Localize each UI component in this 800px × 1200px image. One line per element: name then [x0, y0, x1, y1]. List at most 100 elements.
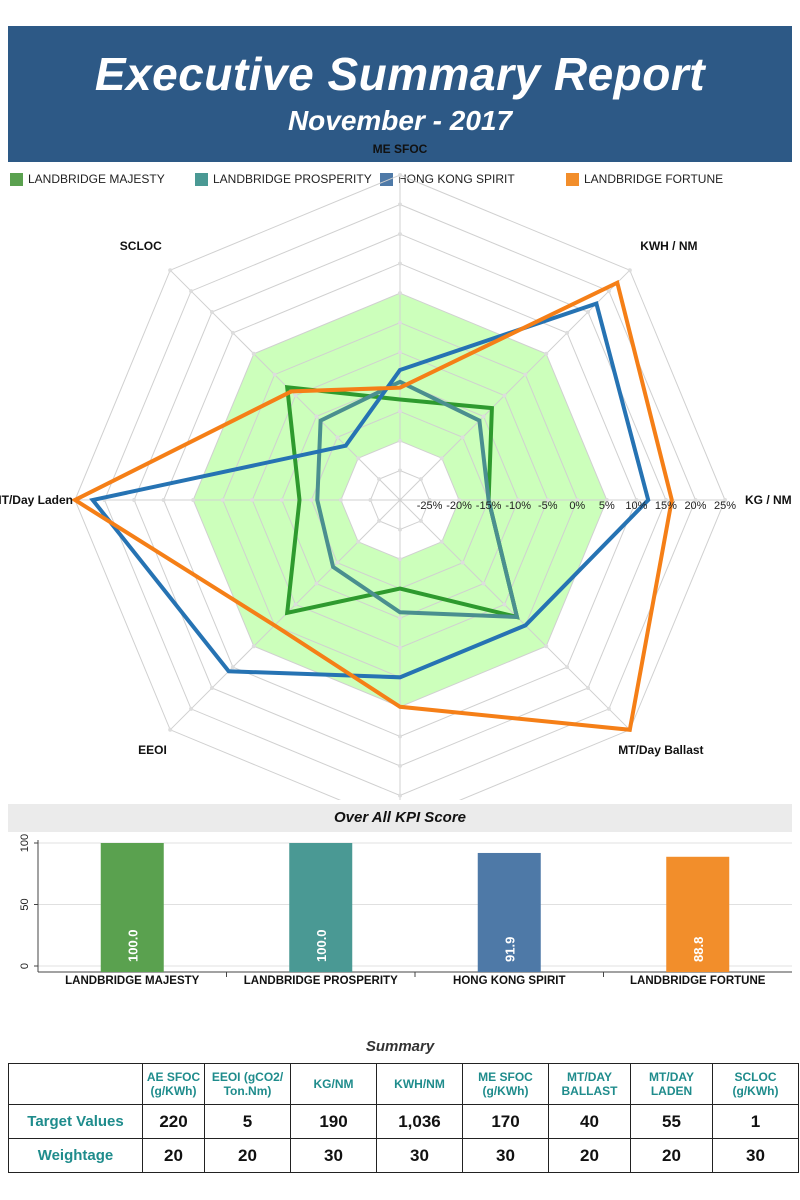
grid-dot	[457, 498, 462, 502]
summary-cell: 1,036	[376, 1104, 463, 1139]
grid-dot	[418, 477, 423, 482]
grid-dot	[502, 602, 507, 607]
grid-dot	[545, 498, 550, 502]
grid-dot	[460, 560, 465, 565]
grid-dot	[544, 351, 549, 356]
grid-dot	[230, 665, 235, 670]
tick-label: 10%	[625, 500, 647, 512]
grid-dot	[398, 202, 402, 207]
legend-swatch	[195, 172, 208, 186]
summary-row-weightage: Weightage 20 20 30 30 30 20 20 30	[8, 1138, 799, 1173]
legend-label: HONG KONG SPIRIT	[398, 172, 515, 186]
grid-dot	[693, 498, 698, 502]
category-label: LANDBRIDGE PROSPERITY	[244, 975, 398, 987]
tick-label: -20%	[446, 500, 472, 512]
tick-label: 25%	[714, 500, 736, 512]
grid-dot	[251, 351, 256, 356]
grid-dot	[723, 498, 727, 502]
grid-dot	[398, 734, 402, 739]
grid-dot	[516, 498, 521, 502]
tick-label: -25%	[417, 500, 443, 512]
y-tick-label: 100	[19, 834, 31, 852]
legend-item[interactable]: LANDBRIDGE FORTUNE	[566, 170, 723, 188]
y-tick-label: 50	[19, 898, 31, 910]
grid-dot	[161, 498, 166, 502]
kpi-chart-title: Over All KPI Score	[8, 804, 792, 832]
grid-dot	[335, 560, 340, 565]
grid-ring	[74, 174, 726, 800]
grid-dot	[398, 616, 402, 621]
grid-dot	[314, 414, 319, 419]
grid-dot	[586, 309, 591, 314]
grid-dot	[398, 468, 402, 473]
summary-cell: 30	[290, 1138, 377, 1173]
grid-dot	[309, 498, 314, 502]
summary-col-header: EEOI (gCO2/ Ton.Nm)	[204, 1063, 291, 1105]
grid-dot	[356, 456, 361, 461]
category-label: HONG KONG SPIRIT	[453, 975, 565, 987]
summary-row-label: Weightage	[8, 1138, 143, 1173]
grid-dot	[439, 539, 444, 544]
tick-label: 20%	[684, 500, 706, 512]
summary-table: AE SFOC (g/KWh) EEOI (gCO2/ Ton.Nm) KG/N…	[8, 1063, 799, 1173]
grid-dot	[604, 498, 609, 502]
grid-dot	[586, 686, 591, 691]
summary-cell: 20	[548, 1138, 631, 1173]
grid-dot	[314, 581, 319, 586]
summary-cell: 30	[376, 1138, 463, 1173]
grid-dot	[272, 372, 277, 377]
grid-dot	[398, 173, 402, 177]
grid-dot	[189, 289, 194, 294]
grid-dot	[398, 232, 402, 237]
grid-dot	[168, 727, 173, 732]
kpi-bar	[666, 856, 730, 972]
series-line	[70, 279, 674, 732]
summary-col-header: KWH/NM	[376, 1063, 463, 1105]
legend-label: LANDBRIDGE PROSPERITY	[213, 172, 372, 186]
grid-dot	[398, 645, 402, 650]
grid-dot	[377, 477, 382, 482]
grid-dot	[168, 268, 173, 273]
summary-col-header	[8, 1063, 143, 1105]
bar-value-label: 88.8	[691, 937, 706, 962]
bar-value-label: 100.0	[125, 929, 140, 962]
grid-dot	[189, 706, 194, 711]
axis-label: SCLOC	[120, 239, 162, 253]
grid-dot	[335, 435, 340, 440]
grid-dot	[398, 409, 402, 414]
grid-dot	[209, 686, 214, 691]
grid-dot	[606, 289, 611, 294]
radar-chart: -25% -20% -15% -10% -5% 0% 5% 10% 15% 20% 25% ME SF…	[0, 142, 792, 800]
summary-row-label: Target Values	[8, 1104, 143, 1139]
summary-cell: 40	[548, 1104, 631, 1139]
tick-label: 0%	[569, 500, 585, 512]
summary-row-target: Target Values 220 5 190 1,036 170 40 55 …	[8, 1104, 799, 1139]
summary-cell: 220	[142, 1104, 205, 1139]
report-period: November - 2017	[287, 105, 513, 136]
summary-cell: 30	[462, 1138, 549, 1173]
axis-label: KWH / NM	[640, 239, 697, 253]
bar-value-label: 100.0	[314, 929, 329, 962]
axis-label: EEOI	[138, 743, 167, 757]
grid-dot	[634, 498, 639, 502]
y-tick-label: 0	[19, 963, 31, 969]
grid-dot	[250, 498, 255, 502]
legend-item[interactable]: LANDBRIDGE MAJESTY	[10, 170, 165, 188]
legend-swatch	[566, 172, 579, 186]
summary-header-row: AE SFOC (g/KWh) EEOI (gCO2/ Ton.Nm) KG/N…	[8, 1063, 799, 1105]
axis-label: ME SFOC	[373, 142, 428, 156]
grid-dot	[220, 498, 225, 502]
tick-label: -10%	[505, 500, 531, 512]
legend-item[interactable]: LANDBRIDGE PROSPERITY	[195, 170, 372, 188]
grid-dot	[398, 793, 402, 798]
grid-dot	[209, 309, 214, 314]
grid-dot	[398, 527, 402, 532]
grid-spoke	[399, 269, 631, 501]
grid-dot	[251, 644, 256, 649]
grid-dot	[544, 644, 549, 649]
category-label: LANDBRIDGE FORTUNE	[630, 975, 766, 987]
grid-dot	[398, 291, 402, 296]
grid-dot	[398, 557, 402, 562]
grid-dot	[279, 498, 284, 502]
grid-dot	[460, 435, 465, 440]
